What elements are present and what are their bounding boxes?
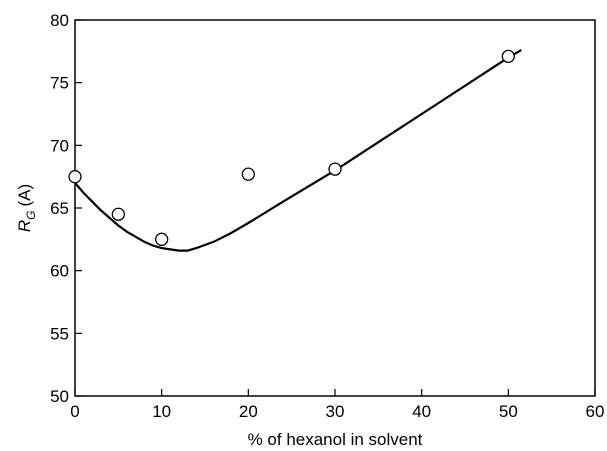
data-point [328, 162, 342, 176]
data-point [68, 170, 82, 184]
x-tick-label: 0 [70, 402, 79, 421]
y-axis-symbol: R [15, 220, 34, 232]
data-points [68, 49, 515, 246]
x-tick-label: 20 [239, 402, 258, 421]
x-tick-label: 10 [152, 402, 171, 421]
x-tick-label: 30 [326, 402, 345, 421]
y-axis-unit: (A) [15, 184, 34, 207]
axis-ticks: 0 10 20 30 40 50 60 50 55 60 65 70 75 80 [50, 11, 604, 421]
y-axis-subscript: G [24, 211, 38, 220]
y-tick-label: 50 [50, 387, 69, 406]
plot-frame [74, 19, 596, 397]
x-tick-label: 50 [499, 402, 518, 421]
y-tick-label: 60 [50, 262, 69, 281]
y-tick-label: 70 [50, 136, 69, 155]
y-tick-label: 75 [50, 74, 69, 93]
x-axis-title: % of hexanol in solvent [248, 430, 423, 449]
y-axis-title: RG (A) [15, 184, 38, 232]
data-point [241, 167, 255, 181]
x-tick-label: 40 [412, 402, 431, 421]
y-tick-label: 80 [50, 11, 69, 30]
y-tick-label: 55 [50, 324, 69, 343]
data-point [155, 232, 169, 246]
data-point [501, 49, 515, 63]
x-tick-label: 60 [586, 402, 605, 421]
fit-curve [74, 49, 522, 252]
data-point [111, 207, 125, 221]
y-tick-label: 65 [50, 199, 69, 218]
